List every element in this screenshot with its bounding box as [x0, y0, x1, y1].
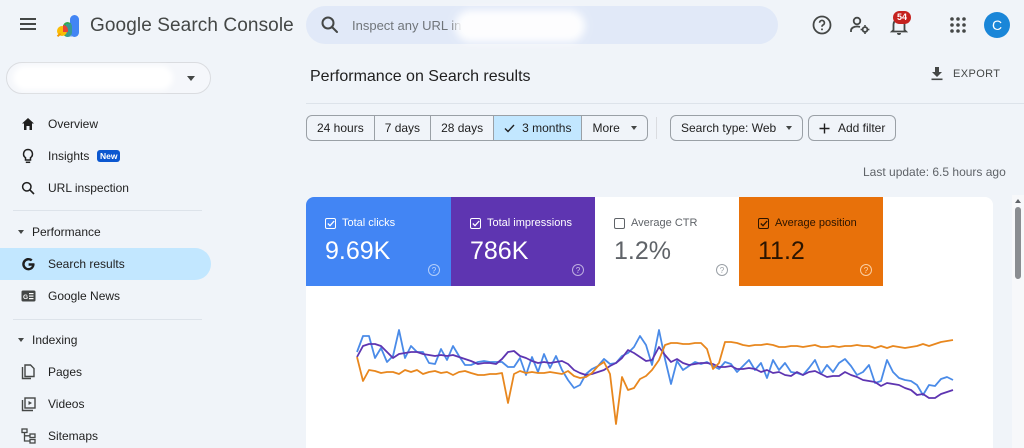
export-button[interactable]: EXPORT	[930, 66, 1000, 81]
search-console-logo-icon	[56, 15, 79, 38]
sidebar-item-videos[interactable]: Videos	[0, 388, 211, 420]
checkmark-icon	[504, 124, 515, 133]
metric-value: 786K	[470, 237, 529, 265]
sidebar-section-indexing[interactable]: Indexing	[0, 328, 211, 352]
sidebar-item-insights[interactable]: Insights New	[0, 140, 211, 172]
home-icon	[20, 116, 36, 132]
chart-series-total-impressions	[356, 343, 954, 399]
new-badge: New	[97, 150, 121, 162]
checkbox-unchecked-icon[interactable]	[614, 217, 625, 229]
performance-chart-card: Total clicks 9.69K ? Total impressions 7…	[306, 197, 993, 448]
metric-total-impressions[interactable]: Total impressions 786K ?	[451, 197, 595, 286]
date-range-7-days[interactable]: 7 days	[375, 116, 432, 140]
caret-down-icon	[18, 338, 24, 342]
scrollbar-thumb[interactable]	[1015, 207, 1021, 279]
chevron-down-icon	[187, 76, 195, 81]
caret-down-icon	[18, 230, 24, 234]
checkbox-checked-icon[interactable]	[758, 217, 769, 229]
metric-average-ctr[interactable]: Average CTR 1.2% ?	[595, 197, 739, 286]
metric-value: 11.2	[758, 237, 805, 265]
google-g-icon	[20, 256, 36, 272]
header-divider	[306, 103, 1024, 104]
pages-icon	[20, 364, 36, 380]
date-range-more[interactable]: More	[582, 116, 646, 140]
sitemap-icon	[20, 428, 36, 444]
hamburger-icon	[20, 18, 36, 20]
sidebar-item-pages[interactable]: Pages	[0, 356, 211, 388]
top-app-bar: Google Search Console 54 C	[0, 0, 1024, 52]
page-title: Performance on Search results	[310, 68, 531, 85]
performance-line-chart[interactable]	[306, 286, 993, 448]
help-icon[interactable]: ?	[860, 264, 872, 276]
search-icon	[20, 180, 36, 196]
chart-series-total-clicks	[356, 329, 954, 396]
news-icon: G	[20, 288, 36, 304]
help-icon[interactable]	[810, 13, 834, 37]
checkbox-checked-icon[interactable]	[325, 217, 336, 229]
main-menu-button[interactable]	[18, 15, 40, 37]
metric-average-position[interactable]: Average position 11.2 ?	[739, 197, 883, 286]
help-icon[interactable]: ?	[716, 264, 728, 276]
property-selector[interactable]	[6, 62, 211, 94]
plus-icon	[819, 123, 830, 133]
account-settings-icon[interactable]	[848, 13, 872, 37]
sidebar-item-sitemaps[interactable]: Sitemaps	[0, 420, 211, 448]
search-icon	[321, 16, 338, 33]
page-scrollbar[interactable]	[1012, 195, 1024, 448]
help-icon[interactable]: ?	[428, 264, 440, 276]
add-filter-button[interactable]: Add filter	[808, 115, 897, 141]
sidebar-divider	[13, 210, 202, 211]
date-range-24-hours[interactable]: 24 hours	[307, 116, 375, 140]
sidebar-item-google-news[interactable]: G Google News	[0, 280, 211, 312]
svg-text:G: G	[23, 294, 28, 301]
chart-series-average-position	[356, 339, 954, 425]
videos-icon	[20, 396, 36, 412]
download-icon	[931, 67, 943, 81]
lightbulb-icon	[20, 148, 36, 164]
sidebar-item-search-results[interactable]: Search results	[0, 248, 211, 280]
redacted-property	[455, 10, 585, 42]
caret-down-icon	[630, 126, 637, 130]
metric-total-clicks[interactable]: Total clicks 9.69K ?	[306, 197, 451, 286]
notifications-badge: 54	[893, 11, 912, 24]
date-range-28-days[interactable]: 28 days	[431, 116, 495, 140]
sidebar-item-url-inspection[interactable]: URL inspection	[0, 172, 211, 204]
search-type-filter-chip[interactable]: Search type: Web	[670, 115, 804, 141]
help-icon[interactable]: ?	[572, 264, 584, 276]
redacted-property-name	[13, 66, 173, 90]
sidebar-item-overview[interactable]: Overview	[0, 108, 211, 140]
last-update-text: Last update: 6.5 hours ago	[863, 165, 1006, 179]
scroll-up-arrow-icon[interactable]	[1015, 199, 1021, 203]
apps-grid-icon[interactable]	[946, 13, 970, 37]
checkbox-checked-icon[interactable]	[470, 217, 481, 229]
metric-value: 9.69K	[325, 237, 391, 265]
date-range-3-months[interactable]: 3 months	[494, 116, 583, 140]
sidebar-section-performance[interactable]: Performance	[0, 220, 211, 244]
caret-down-icon	[786, 126, 793, 130]
sidebar-divider	[13, 319, 202, 320]
app-title: Google Search Console	[90, 15, 294, 36]
metric-value: 1.2%	[614, 237, 671, 265]
account-avatar[interactable]: C	[984, 12, 1010, 38]
filter-separator	[656, 117, 657, 139]
date-range-selector: 24 hours 7 days 28 days 3 months More	[306, 115, 648, 141]
